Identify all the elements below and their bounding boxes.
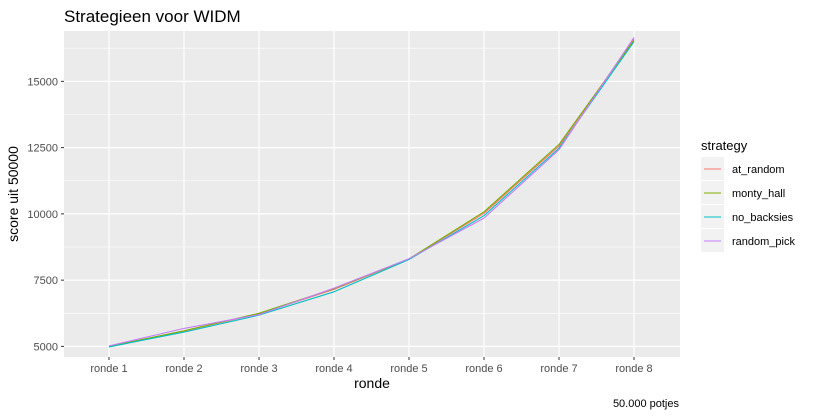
- x-tick-label: ronde 5: [390, 363, 427, 375]
- x-tick-label: ronde 7: [540, 363, 577, 375]
- legend-label: random_pick: [732, 236, 795, 248]
- series-line-no-backsies: [108, 41, 635, 348]
- caption: 50.000 potjes: [613, 398, 680, 410]
- chart-title: Strategieen voor WIDM: [64, 7, 241, 26]
- x-tick-label: ronde 8: [615, 363, 652, 375]
- series-lines: [108, 37, 635, 348]
- series-line-random-pick: [108, 37, 635, 347]
- y-tick-label: 7500: [34, 275, 58, 287]
- y-tick-label: 10000: [27, 209, 58, 221]
- minor-gridlines: [64, 47, 680, 314]
- x-tick-label: ronde 6: [465, 363, 502, 375]
- legend-label: no_backsies: [732, 212, 794, 224]
- y-axis-title: score uit 50000: [5, 146, 21, 242]
- y-tick-label: 5000: [34, 341, 58, 353]
- x-tick-label: ronde 1: [90, 363, 127, 375]
- legend-label: at_random: [732, 164, 785, 176]
- x-tick-label: ronde 4: [315, 363, 352, 375]
- major-gridlines: [64, 31, 680, 357]
- y-tick-label: 15000: [27, 76, 58, 88]
- plot-panel: [64, 31, 680, 357]
- legend: strategy at_random monty_hall no_backsiesr…: [701, 138, 795, 252]
- legend-label: monty_hall: [732, 188, 785, 200]
- legend-title: strategy: [701, 138, 748, 153]
- y-tick-label: 12500: [27, 143, 58, 155]
- x-axis-title: ronde: [354, 375, 390, 391]
- x-tick-label: ronde 2: [165, 363, 202, 375]
- y-axis: 5000 7500 10000 12500 15000: [27, 76, 64, 353]
- x-axis: ronde 1 ronde 2 ronde 3 ronde 4 ronde 5 ronde…: [90, 357, 653, 375]
- x-tick-label: ronde 3: [240, 363, 277, 375]
